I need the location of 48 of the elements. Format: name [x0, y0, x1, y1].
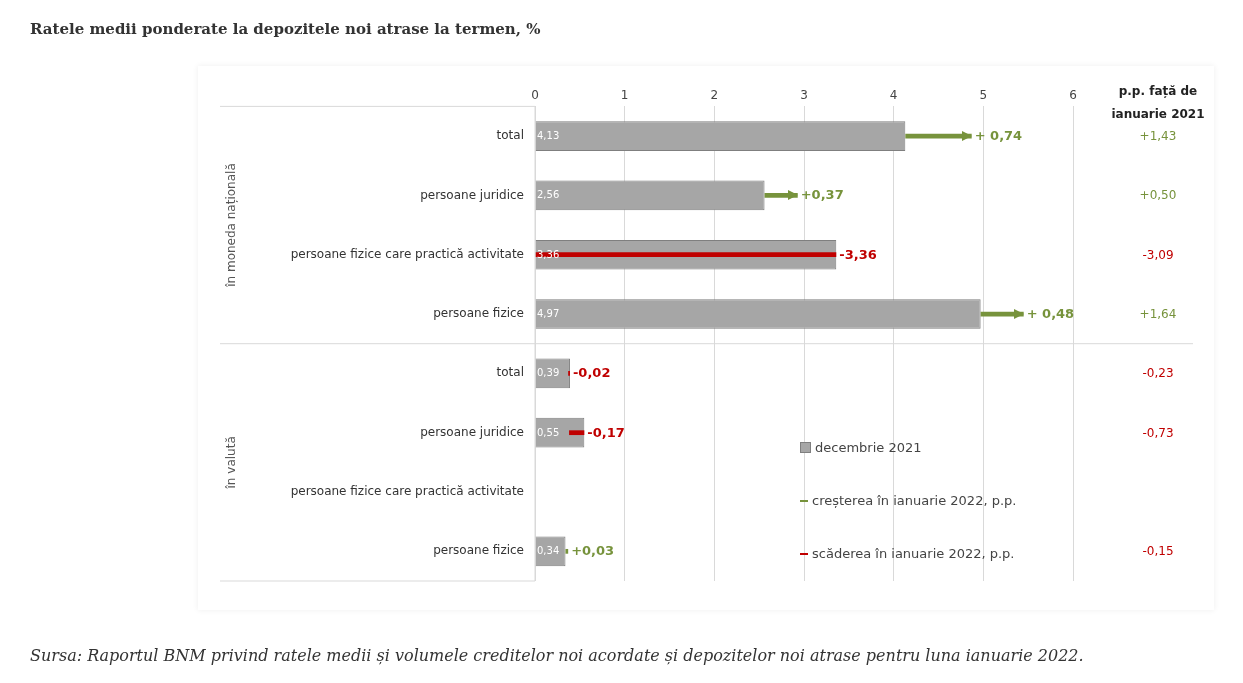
y-tick-label: persoane fizice care practică activitate	[290, 246, 524, 261]
text: în valută	[224, 436, 239, 490]
text: +1,64	[1138, 307, 1178, 322]
y-tick-label: total	[496, 365, 524, 380]
legend-label: scăderea în ianuarie 2022, p.p.	[812, 546, 1015, 561]
bar	[565, 548, 569, 554]
legend-label: creșterea în ianuarie 2022, p.p.	[812, 493, 1017, 508]
text: +0,50	[1138, 188, 1178, 203]
data-label: +0,37	[800, 187, 844, 203]
y-tick-label: persoane juridice	[420, 424, 524, 439]
data-label: -0,02	[572, 365, 611, 381]
data-label: + 0,74	[974, 128, 1023, 144]
data-label: 4,13	[537, 130, 560, 142]
bar	[764, 193, 798, 198]
text: -0,23	[1141, 366, 1175, 381]
x-tick-label: 5	[979, 88, 988, 103]
bar	[535, 252, 837, 258]
data-label: 0,34	[537, 545, 560, 557]
y-tick-label: total	[496, 128, 524, 143]
text: -0,15	[1141, 544, 1175, 559]
x-tick-label: 3	[800, 88, 808, 103]
y-tick-label: persoane fizice care practică activitate	[290, 484, 524, 499]
text: +1,43	[1138, 129, 1178, 144]
text: în moneda națională	[224, 163, 239, 288]
data-label: 0,55	[537, 426, 560, 438]
data-label: -0,17	[587, 424, 625, 440]
data-label: + 0,48	[1026, 306, 1075, 322]
y-tick-label: persoane fizice	[433, 543, 524, 558]
x-tick-label: 2	[710, 88, 719, 103]
data-label: 4,97	[537, 308, 560, 320]
data-label: -3,36	[839, 246, 877, 262]
text: Ratele medii ponderate la depozitele noi atrase la termen, %	[30, 20, 541, 38]
text: -0,73	[1141, 425, 1175, 440]
data-label: 3,36	[537, 248, 560, 260]
y-tick-label: persoane juridice	[420, 187, 524, 202]
data-label: +0,03	[571, 543, 615, 559]
bar	[569, 430, 585, 436]
data-label: 2,56	[537, 189, 560, 201]
text: Sursa: Raportul BNM privind ratele medii și volumele creditelor noi acordate și depozitelor noi atrase pentru luna ianuarie 2022.	[30, 646, 1084, 665]
x-tick-label: 6	[1069, 88, 1077, 103]
x-tick-label: 4	[889, 88, 898, 103]
x-tick-label: 1	[620, 88, 629, 103]
legend-label: decembrie 2021	[815, 440, 922, 455]
text: p.p. față de ianuarie 2021	[1110, 83, 1206, 123]
x-tick-label: 0	[531, 88, 539, 103]
y-tick-label: persoane fizice	[433, 306, 524, 321]
data-label: 0,39	[537, 367, 560, 379]
text: -3,09	[1141, 247, 1175, 262]
